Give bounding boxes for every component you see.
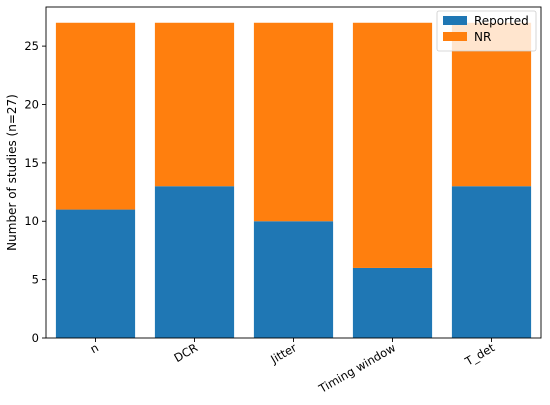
legend-label-reported: Reported [474,14,529,28]
bars-group [55,22,532,338]
bar-nr-1 [154,22,235,187]
bar-nr-2 [253,22,334,222]
bar-reported-0 [55,209,136,338]
y-tick-label: 20 [24,97,39,111]
y-tick-label: 25 [24,39,39,53]
y-tick-label: 15 [24,156,39,170]
y-tick-label: 5 [32,273,39,287]
legend-label-nr: NR [474,30,491,44]
legend-swatch-nr [443,32,467,41]
y-axis-label: Number of studies (n=27) [5,94,19,251]
bar-nr-0 [55,22,136,210]
y-tick-label: 0 [32,331,39,345]
bar-reported-2 [253,221,334,338]
bar-reported-4 [451,186,532,338]
legend-swatch-reported [443,16,467,25]
bar-nr-3 [352,22,433,268]
legend: Reported NR [436,10,537,52]
bar-reported-1 [154,186,235,338]
bar-reported-3 [352,267,433,338]
y-tick-label: 10 [24,214,39,228]
